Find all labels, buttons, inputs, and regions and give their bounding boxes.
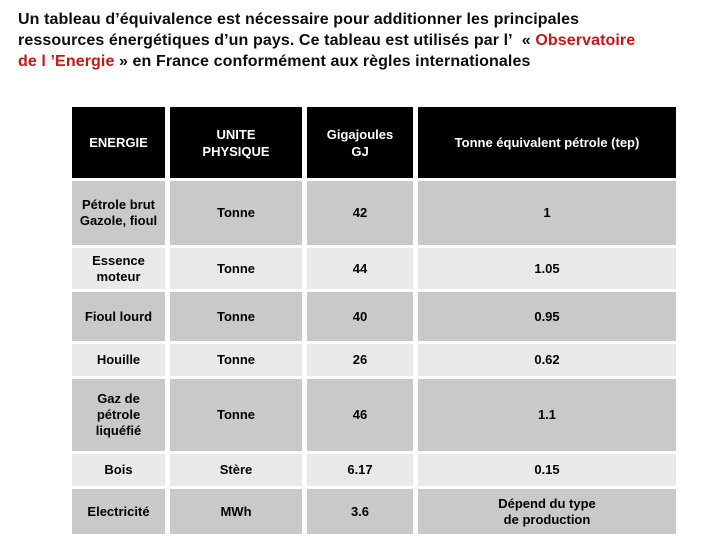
table-row: Bois Stère 6.17 0.15 — [72, 454, 676, 486]
table-cell-tep: 1.05 — [418, 248, 676, 289]
table-cell-unit: Tonne — [170, 344, 302, 376]
table-cell-gj: 46 — [307, 379, 413, 451]
table-cell-energy: Gaz de pétrole liquéfié — [72, 379, 165, 451]
table-row: Gaz de pétrole liquéfié Tonne 46 1.1 — [72, 379, 676, 451]
table-row: Fioul lourd Tonne 40 0.95 — [72, 292, 676, 341]
table-cell-unit: Tonne — [170, 181, 302, 245]
table-cell-gj: 6.17 — [307, 454, 413, 486]
table-row: Houille Tonne 26 0.62 — [72, 344, 676, 376]
table-cell-tep: 0.15 — [418, 454, 676, 486]
table-header-row: ENERGIE UNITE PHYSIQUE Gigajoules GJ Ton… — [72, 107, 676, 178]
energy-equivalence-table: ENERGIE UNITE PHYSIQUE Gigajoules GJ Ton… — [67, 104, 681, 537]
table-cell-tep: 1 — [418, 181, 676, 245]
table-cell-gj: 44 — [307, 248, 413, 289]
table-cell-gj: 26 — [307, 344, 413, 376]
table-cell-energy: Bois — [72, 454, 165, 486]
table-cell-energy: Electricité — [72, 489, 165, 534]
table-cell-energy: Houille — [72, 344, 165, 376]
table-cell-gj: 42 — [307, 181, 413, 245]
table-cell-unit: Stère — [170, 454, 302, 486]
table-row: Pétrole brut Gazole, fioul Tonne 42 1 — [72, 181, 676, 245]
title-text-red: Observatoire — [535, 32, 636, 49]
title-line-3: de l ’Energie » en France conformément a… — [18, 51, 635, 72]
title-text-red: de l ’Energie — [18, 53, 115, 70]
table-cell-tep: 1.1 — [418, 379, 676, 451]
table-row: Electricité MWh 3.6 Dépend du type de pr… — [72, 489, 676, 534]
table-cell-energy: Essence moteur — [72, 248, 165, 289]
table-cell-unit: MWh — [170, 489, 302, 534]
column-header-energie: ENERGIE — [72, 107, 165, 178]
column-header-tep: Tonne équivalent pétrole (tep) — [418, 107, 676, 178]
title-text: ressources énergétiques d’un pays. Ce ta… — [18, 32, 536, 49]
column-header-unite-physique: UNITE PHYSIQUE — [170, 107, 302, 178]
table-cell-unit: Tonne — [170, 379, 302, 451]
table-cell-energy: Fioul lourd — [72, 292, 165, 341]
table-cell-unit: Tonne — [170, 292, 302, 341]
table-cell-tep: 0.62 — [418, 344, 676, 376]
slide-title: Un tableau d’équivalence est nécessaire … — [18, 9, 635, 72]
title-text: » en France conformément aux règles inte… — [114, 53, 531, 70]
table-cell-gj: 40 — [307, 292, 413, 341]
title-line-2: ressources énergétiques d’un pays. Ce ta… — [18, 30, 635, 51]
title-line-1: Un tableau d’équivalence est nécessaire … — [18, 9, 635, 30]
table-cell-tep: 0.95 — [418, 292, 676, 341]
table-row: Essence moteur Tonne 44 1.05 — [72, 248, 676, 289]
table-cell-tep: Dépend du type de production — [418, 489, 676, 534]
table-cell-unit: Tonne — [170, 248, 302, 289]
column-header-gigajoules: Gigajoules GJ — [307, 107, 413, 178]
table-cell-gj: 3.6 — [307, 489, 413, 534]
title-text: Un tableau d’équivalence est nécessaire … — [18, 11, 580, 28]
table-cell-energy: Pétrole brut Gazole, fioul — [72, 181, 165, 245]
